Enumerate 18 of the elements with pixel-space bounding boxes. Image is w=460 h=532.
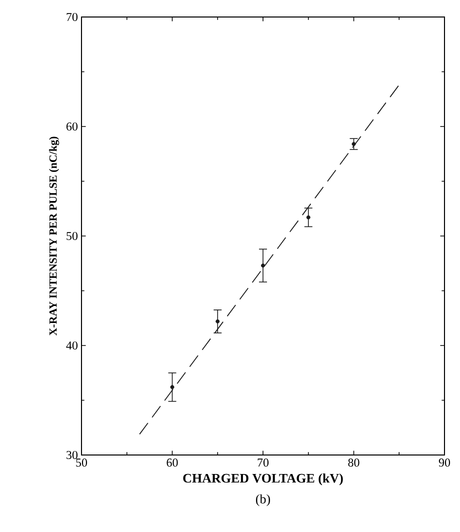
- y-tick-label: 50: [66, 232, 78, 240]
- y-tick-label: 70: [66, 12, 78, 22]
- x-tick-label: 80: [348, 458, 360, 467]
- text: (b): [256, 494, 270, 506]
- y-tick-label: 60: [66, 122, 78, 131]
- point: [261, 264, 266, 268]
- x-axis-title: CHARGED VOLTAGE (kV): [183, 474, 343, 486]
- point: [306, 215, 310, 220]
- y-tick-label: 40: [66, 341, 78, 350]
- point: [170, 385, 174, 390]
- y-axis-title: X-RAY INTENSITY PER PULSE (nC/kg): [49, 136, 60, 336]
- point: [352, 142, 356, 146]
- x-tick-label: 90: [438, 458, 450, 467]
- x-tick-label: 50: [76, 458, 88, 467]
- x-tick-label: 60: [166, 458, 178, 467]
- point: [216, 319, 220, 324]
- x-tick-label: 70: [258, 458, 269, 467]
- y-tick-label: 30: [66, 450, 78, 460]
